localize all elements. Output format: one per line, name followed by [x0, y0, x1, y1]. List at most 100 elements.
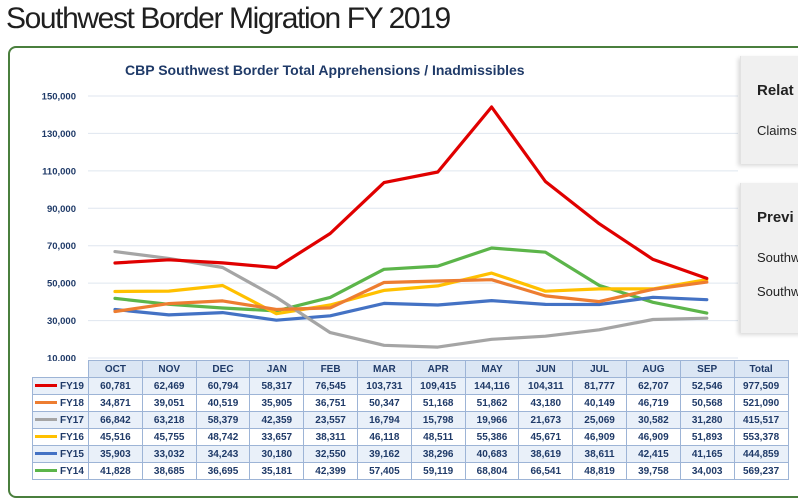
- data-label: 48,511: [410, 428, 466, 446]
- data-label: 40,149: [572, 394, 627, 412]
- x-tick-label: JUN: [518, 360, 574, 378]
- legend-label: FY17: [60, 414, 84, 426]
- data-label: 66,842: [88, 411, 143, 429]
- x-tick-label: APR: [410, 360, 466, 378]
- legend-entry: FY18: [32, 394, 89, 412]
- row-total: 521,090: [733, 394, 789, 412]
- related-panel-heading: Relat: [757, 82, 794, 99]
- data-label: 46,909: [572, 428, 627, 446]
- table-row: FY15 35,903 33,032 34,243 30,180 32,550 39,162…: [32, 445, 789, 463]
- data-label: 58,379: [195, 411, 251, 429]
- data-label: 81,777: [572, 377, 627, 395]
- data-label: 104,311: [518, 377, 574, 395]
- data-label: 35,181: [249, 462, 305, 480]
- data-label: 39,162: [356, 445, 412, 463]
- data-label: 59,119: [410, 462, 466, 480]
- data-label: 144,116: [464, 377, 520, 395]
- x-tick-label: SEP: [679, 360, 735, 378]
- data-label: 103,731: [356, 377, 412, 395]
- data-label: 42,415: [625, 445, 681, 463]
- data-label: 40,519: [195, 394, 251, 412]
- row-total: 569,237: [733, 462, 789, 480]
- legend-label: FY18: [60, 397, 84, 409]
- data-label: 16,794: [356, 411, 412, 429]
- data-label: 62,707: [625, 377, 681, 395]
- data-label: 38,311: [303, 428, 358, 446]
- data-label: 62,469: [141, 377, 197, 395]
- series-line-fy16: [113, 271, 709, 316]
- table-row: FY19 60,781 62,469 60,794 58,317 76,545 103,73…: [32, 377, 789, 395]
- data-label: 46,118: [356, 428, 412, 446]
- series-line-fy15: [113, 295, 709, 322]
- row-total: 415,517: [733, 411, 789, 429]
- data-label: 63,218: [141, 411, 197, 429]
- data-label: 35,903: [88, 445, 143, 463]
- data-table: OCT NOV DEC JAN FEB MAR APR MAY JUN JUL AUG SEP Tota…: [32, 360, 789, 480]
- chart: CBP Southwest Border Total Apprehensions…: [42, 62, 738, 365]
- page-title: Southwest Border Migration FY 2019: [6, 2, 451, 35]
- data-label: 33,032: [141, 445, 197, 463]
- table-corner: [32, 360, 89, 378]
- row-total: 444,859: [733, 445, 789, 463]
- x-tick-label: DEC: [195, 360, 251, 378]
- legend-label: FY16: [60, 431, 84, 443]
- data-label: 15,798: [410, 411, 466, 429]
- data-label: 19,966: [464, 411, 520, 429]
- y-tick-label: 50,000: [47, 279, 76, 290]
- table-row: FY14 41,828 38,685 36,695 35,181 42,399 57,405…: [32, 462, 789, 480]
- related-panel[interactable]: Relat Claims: [740, 56, 798, 164]
- data-label: 48,819: [572, 462, 627, 480]
- row-total: 977,509: [733, 377, 789, 395]
- series-line-fy18: [113, 278, 709, 314]
- data-label: 32,550: [303, 445, 358, 463]
- data-label: 55,386: [464, 428, 520, 446]
- data-label: 58,317: [249, 377, 305, 395]
- x-tick-label: OCT: [88, 360, 143, 378]
- data-label: 42,359: [249, 411, 305, 429]
- x-tick-label: NOV: [141, 360, 197, 378]
- previous-panel-link[interactable]: Southw: [757, 284, 798, 299]
- y-tick-label: 10,000: [47, 354, 76, 365]
- data-label: 39,758: [625, 462, 681, 480]
- data-label: 45,755: [141, 428, 197, 446]
- x-tick-label: MAY: [464, 360, 520, 378]
- data-label: 68,804: [464, 462, 520, 480]
- legend-swatch: [35, 452, 57, 456]
- data-label: 50,347: [356, 394, 412, 412]
- data-label: 51,862: [464, 394, 520, 412]
- related-panel-link[interactable]: Claims: [757, 123, 797, 138]
- legend-swatch: [35, 469, 57, 473]
- data-label: 34,003: [679, 462, 735, 480]
- y-tick-label: 30,000: [47, 316, 76, 327]
- data-label: 23,557: [303, 411, 358, 429]
- previous-panel[interactable]: Previ Southw Southw: [740, 183, 798, 333]
- legend-entry: FY17: [32, 411, 89, 429]
- data-label: 41,828: [88, 462, 143, 480]
- chart-title: CBP Southwest Border Total Apprehensions…: [125, 62, 525, 78]
- x-tick-label: MAR: [356, 360, 412, 378]
- y-tick-label: 110,000: [42, 166, 76, 177]
- y-tick-label: 150,000: [42, 92, 76, 103]
- series-line-fy19: [113, 105, 709, 280]
- data-label: 40,683: [464, 445, 520, 463]
- data-label: 36,751: [303, 394, 358, 412]
- total-header: Total: [733, 360, 789, 378]
- data-label: 31,280: [679, 411, 735, 429]
- data-label: 30,180: [249, 445, 305, 463]
- legend-label: FY19: [60, 380, 84, 392]
- table-row: FY16 45,516 45,755 48,742 33,657 38,311 46,118…: [32, 428, 789, 446]
- table-row: FY17 66,842 63,218 58,379 42,359 23,557 16,794…: [32, 411, 789, 429]
- data-label: 52,546: [679, 377, 735, 395]
- legend-entry: FY14: [32, 462, 89, 480]
- legend-entry: FY16: [32, 428, 89, 446]
- data-label: 25,069: [572, 411, 627, 429]
- data-label: 48,742: [195, 428, 251, 446]
- y-tick-label: 70,000: [47, 241, 76, 252]
- data-label: 34,243: [195, 445, 251, 463]
- previous-panel-link[interactable]: Southw: [757, 250, 798, 265]
- data-label: 45,671: [518, 428, 574, 446]
- data-label: 60,781: [88, 377, 143, 395]
- legend-swatch: [35, 418, 57, 422]
- data-label: 109,415: [410, 377, 466, 395]
- y-tick-label: 130,000: [42, 129, 76, 140]
